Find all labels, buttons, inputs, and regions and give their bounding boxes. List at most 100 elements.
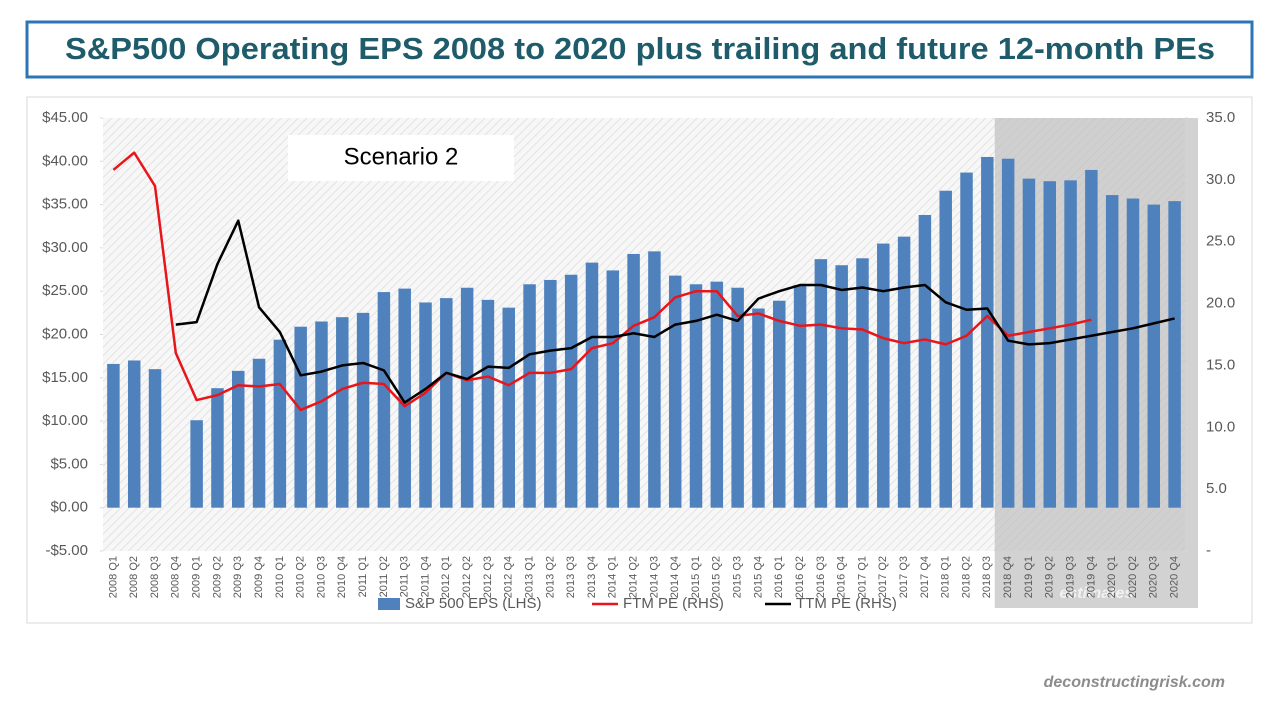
x-tick-label: 2017 Q3 (898, 556, 910, 598)
bar (107, 363, 120, 508)
bar (211, 388, 224, 508)
x-tick-label: 2018 Q3 (981, 556, 993, 598)
x-tick-label: 2020 Q1 (1106, 556, 1118, 598)
x-tick-label: 2008 Q4 (170, 556, 182, 598)
bar (356, 312, 370, 508)
y-tick-label: $10.00 (42, 412, 88, 429)
y-tick-label: $35.00 (42, 196, 88, 213)
bar (814, 259, 828, 508)
x-tick-label: 2018 Q1 (940, 556, 952, 598)
bar (606, 270, 620, 508)
x-tick-label: 2019 Q4 (1085, 556, 1097, 598)
bar (252, 358, 266, 508)
bar (523, 284, 536, 508)
x-tick-label: 2010 Q3 (315, 556, 327, 598)
x-tick-label: 2010 Q2 (295, 556, 307, 598)
x-tick-label: 2012 Q1 (440, 556, 452, 598)
y2-tick-label: 15.0 (1206, 356, 1235, 373)
bar (294, 326, 307, 508)
bar (731, 287, 744, 508)
x-tick-label: 2017 Q4 (919, 556, 931, 598)
x-tick-label: 2016 Q3 (815, 556, 827, 598)
bar (981, 156, 994, 508)
x-tick-label: 2014 Q4 (669, 556, 681, 598)
bar (398, 288, 411, 508)
x-tick-label: 2012 Q3 (482, 556, 494, 598)
x-tick-label: 2013 Q2 (544, 556, 556, 598)
y-tick-label: $5.00 (50, 455, 88, 472)
x-tick-label: 2016 Q1 (773, 556, 785, 598)
bar (148, 369, 162, 508)
y-tick-label: $40.00 (42, 152, 88, 169)
x-tick-label: 2008 Q1 (107, 556, 119, 598)
estimates-label: estimates (1059, 585, 1133, 602)
x-tick-label: 2017 Q2 (877, 556, 889, 598)
x-tick-label: 2020 Q4 (1169, 556, 1181, 598)
line (175, 219, 1175, 404)
chart-title: S&P500 Operating EPS 2008 to 2020 plus t… (65, 31, 1215, 66)
bar (127, 360, 141, 508)
bar (232, 370, 245, 508)
bar (1064, 180, 1077, 508)
bar (918, 214, 932, 508)
y2-tick-label: 20.0 (1206, 295, 1235, 312)
x-tick-label: 2008 Q3 (149, 556, 161, 598)
x-tick-label: 2019 Q1 (1023, 556, 1035, 598)
x-tick-label: 2009 Q1 (191, 556, 203, 598)
bar (1147, 204, 1161, 508)
x-tick-label: 2009 Q3 (232, 556, 244, 598)
y-tick-label: $0.00 (50, 499, 88, 516)
x-tick-label: 2017 Q1 (856, 556, 868, 598)
x-tick-label: 2019 Q3 (1064, 556, 1076, 598)
x-tick-label: 2018 Q2 (960, 556, 972, 598)
bar (793, 285, 807, 508)
x-tick-label: 2020 Q3 (1148, 556, 1160, 598)
x-tick-label: 2014 Q3 (648, 556, 660, 598)
legend-label: TTM PE (RHS) (796, 595, 897, 612)
annotation: Scenario 2 (344, 143, 459, 170)
bar (1126, 198, 1140, 508)
x-tick-label: 2020 Q2 (1127, 556, 1139, 598)
x-tick-label: 2015 Q2 (711, 556, 723, 598)
y-tick-label: $45.00 (42, 109, 88, 126)
bar (419, 302, 432, 508)
bar (502, 307, 515, 508)
bar (877, 243, 890, 508)
bar (939, 190, 952, 508)
bar (856, 258, 869, 508)
x-tick-label: 2019 Q2 (1044, 556, 1056, 598)
source: deconstructingrisk.com (1044, 674, 1225, 691)
bar (1085, 169, 1098, 508)
x-tick-label: 2008 Q2 (128, 556, 140, 598)
bar (460, 287, 474, 508)
bar (585, 262, 599, 508)
x-tick-label: 2016 Q2 (794, 556, 806, 598)
x-tick-label: 2015 Q1 (690, 556, 702, 598)
x-tick-label: 2011 Q3 (399, 556, 411, 597)
y2-tick-label: 25.0 (1206, 233, 1235, 250)
line (112, 151, 1092, 412)
bar (481, 299, 495, 508)
legend-label: FTM PE (RHS) (623, 595, 724, 612)
x-tick-label: 2014 Q2 (628, 556, 640, 598)
bar (1001, 158, 1015, 508)
y-tick-label: $20.00 (42, 325, 88, 342)
x-tick-label: 2013 Q3 (565, 556, 577, 598)
y2-tick-label: 10.0 (1206, 418, 1235, 435)
bar (648, 251, 661, 508)
bar (689, 284, 703, 508)
annotation-box (288, 135, 514, 181)
bar (627, 253, 640, 508)
bar (897, 236, 911, 508)
x-tick-label: 2010 Q1 (274, 556, 286, 598)
x-tick-label: 2015 Q3 (732, 556, 744, 598)
bar (315, 321, 328, 508)
x-tick-label: 2011 Q1 (357, 556, 369, 597)
bar (752, 308, 765, 508)
y-tick-label: $15.00 (42, 369, 88, 386)
x-tick-label: 2009 Q2 (211, 556, 223, 598)
bar (1105, 195, 1119, 508)
bar (835, 265, 848, 508)
x-tick-label: 2015 Q4 (752, 556, 764, 598)
bar (544, 279, 557, 508)
